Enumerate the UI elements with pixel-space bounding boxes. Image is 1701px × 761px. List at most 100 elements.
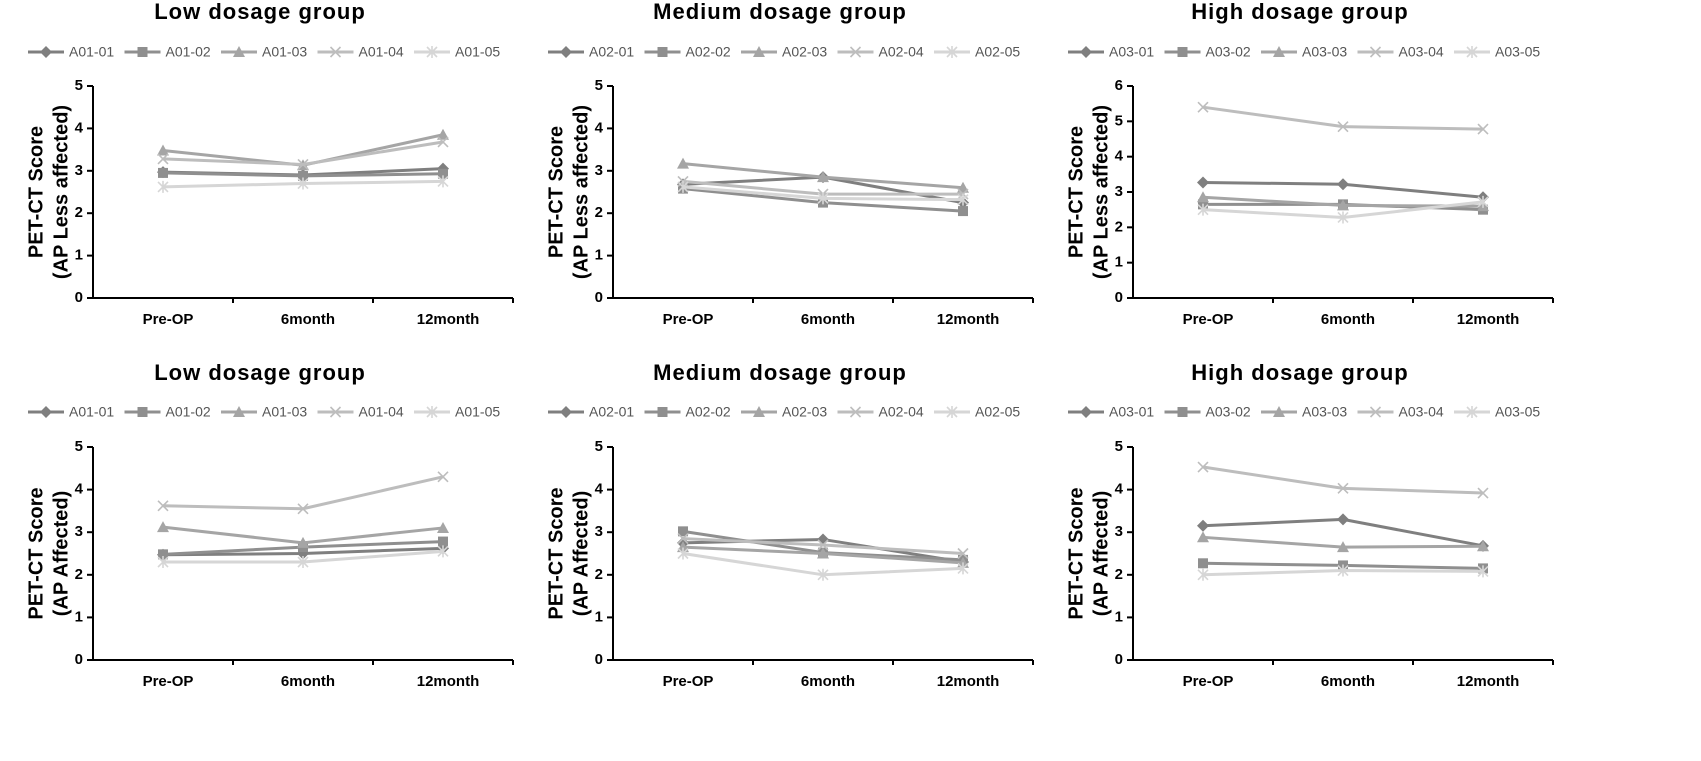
y-axis-label: PET-CT Score bbox=[25, 126, 47, 258]
data-point bbox=[1197, 191, 1209, 203]
legend-label: A01-04 bbox=[359, 404, 404, 420]
legend-marker bbox=[1466, 46, 1478, 58]
x-tick-label: 12month bbox=[417, 311, 480, 328]
data-point bbox=[297, 536, 309, 548]
y-tick-label: 1 bbox=[75, 247, 83, 264]
legend-label: A03-04 bbox=[1399, 404, 1444, 420]
legend-label: A02-01 bbox=[589, 44, 634, 60]
legend-marker bbox=[40, 406, 52, 418]
legend-label: A03-01 bbox=[1109, 404, 1154, 420]
legend-label: A02-05 bbox=[975, 404, 1020, 420]
x-tick-label: 6month bbox=[801, 673, 855, 690]
legend-label: A02-03 bbox=[782, 44, 827, 60]
data-point bbox=[437, 128, 449, 140]
chart-title: Low dosage group bbox=[154, 0, 366, 24]
legend-marker bbox=[1273, 406, 1285, 417]
data-point bbox=[1477, 540, 1489, 552]
chart-title: High dosage group bbox=[1191, 360, 1408, 385]
data-point bbox=[677, 547, 689, 560]
data-point bbox=[817, 171, 829, 183]
data-point bbox=[157, 500, 169, 512]
chart-title: High dosage group bbox=[1191, 0, 1408, 24]
chart-title: Low dosage group bbox=[154, 360, 366, 385]
legend-marker bbox=[1080, 46, 1092, 58]
legend-label: A01-04 bbox=[359, 44, 404, 60]
legend-label: A01-02 bbox=[166, 44, 211, 60]
y-axis-label: (AP Affected) bbox=[1090, 491, 1112, 617]
data-point bbox=[157, 556, 169, 569]
legend-label: A03-05 bbox=[1495, 44, 1540, 60]
data-point bbox=[817, 568, 829, 581]
legend-marker bbox=[657, 407, 668, 417]
data-point bbox=[437, 471, 449, 483]
legend-label: A01-01 bbox=[69, 44, 114, 60]
x-tick-label: 6month bbox=[281, 673, 335, 690]
legend-marker bbox=[329, 46, 342, 58]
legend-label: A02-04 bbox=[879, 404, 924, 420]
data-point bbox=[1337, 564, 1349, 577]
data-point bbox=[297, 158, 309, 171]
data-point bbox=[1197, 176, 1209, 189]
data-point bbox=[817, 539, 829, 551]
data-point bbox=[437, 521, 449, 533]
y-tick-label: 0 bbox=[1115, 651, 1123, 668]
legend-label: A02-02 bbox=[686, 404, 731, 420]
legend-marker bbox=[137, 47, 148, 57]
y-tick-label: 1 bbox=[595, 608, 603, 625]
chart-title: Medium dosage group bbox=[653, 360, 907, 385]
data-point bbox=[437, 175, 449, 188]
data-point bbox=[297, 556, 309, 569]
legend-marker bbox=[1177, 47, 1188, 57]
legend-label: A01-05 bbox=[455, 404, 500, 420]
x-tick-label: 6month bbox=[801, 311, 855, 328]
x-tick-label: 6month bbox=[1321, 673, 1375, 690]
data-point bbox=[1197, 461, 1209, 473]
x-tick-label: 12month bbox=[1457, 311, 1520, 328]
y-tick-label: 1 bbox=[75, 608, 83, 625]
data-point bbox=[157, 144, 169, 156]
y-axis-label: PET-CT Score bbox=[1065, 487, 1087, 619]
data-point bbox=[1337, 211, 1349, 224]
y-tick-label: 4 bbox=[75, 119, 84, 136]
y-tick-label: 1 bbox=[1115, 608, 1123, 625]
legend-label: A03-01 bbox=[1109, 44, 1154, 60]
data-point bbox=[1477, 195, 1489, 208]
legend-marker bbox=[849, 406, 862, 418]
y-axis-label: PET-CT Score bbox=[545, 487, 567, 619]
y-tick-label: 5 bbox=[1115, 112, 1123, 129]
data-point bbox=[817, 547, 829, 559]
data-point bbox=[957, 547, 969, 560]
legend-marker bbox=[560, 406, 572, 418]
legend-label: A01-01 bbox=[69, 404, 114, 420]
x-tick-label: Pre-OP bbox=[143, 673, 194, 690]
data-point bbox=[677, 541, 689, 553]
legend-label: A01-03 bbox=[262, 404, 307, 420]
data-point bbox=[297, 177, 309, 190]
y-tick-label: 2 bbox=[595, 566, 603, 583]
legend-label: A01-02 bbox=[166, 404, 211, 420]
x-tick-label: Pre-OP bbox=[663, 311, 714, 328]
y-axis-label: (AP Less affected) bbox=[1090, 105, 1112, 279]
legend-label: A01-03 bbox=[262, 44, 307, 60]
legend-marker bbox=[657, 47, 668, 57]
data-point bbox=[958, 206, 968, 217]
x-tick-label: 6month bbox=[281, 311, 335, 328]
y-tick-label: 3 bbox=[595, 523, 603, 540]
data-point bbox=[438, 536, 448, 547]
y-axis-label: PET-CT Score bbox=[545, 126, 567, 258]
legend-label: A03-02 bbox=[1206, 44, 1251, 60]
y-tick-label: 3 bbox=[1115, 183, 1123, 200]
data-point bbox=[1337, 541, 1349, 553]
y-tick-label: 0 bbox=[595, 651, 603, 668]
y-tick-label: 1 bbox=[1115, 254, 1123, 271]
y-tick-label: 3 bbox=[595, 162, 603, 179]
legend-label: A02-03 bbox=[782, 404, 827, 420]
y-axis-label: PET-CT Score bbox=[25, 487, 47, 619]
data-point bbox=[1197, 568, 1209, 581]
legend-label: A02-02 bbox=[686, 44, 731, 60]
data-point bbox=[157, 180, 169, 193]
data-point bbox=[957, 562, 969, 575]
legend-marker bbox=[560, 46, 572, 58]
y-tick-label: 5 bbox=[75, 77, 83, 94]
data-point bbox=[158, 549, 168, 560]
